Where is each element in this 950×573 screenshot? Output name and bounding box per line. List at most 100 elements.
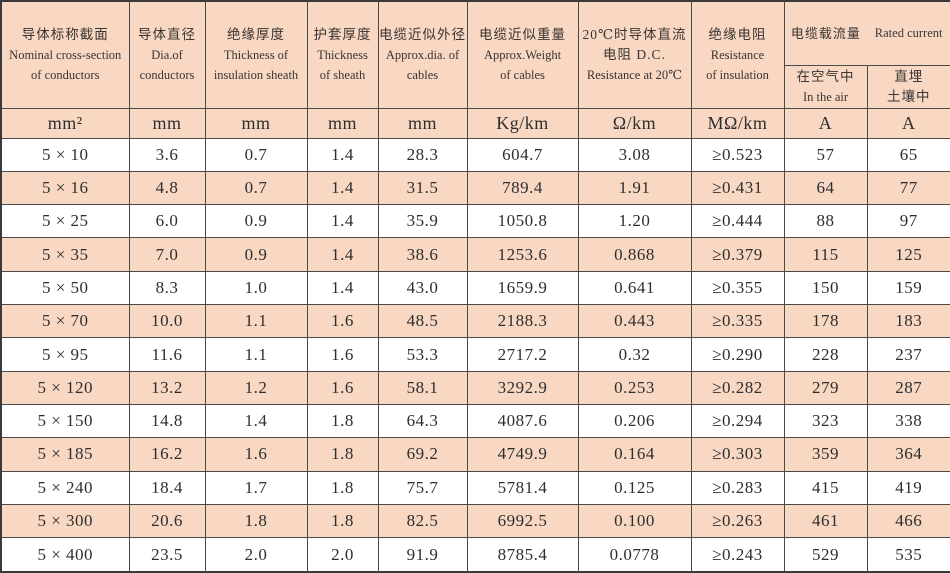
cell-conductor-diameter: 10.0 (128, 304, 206, 339)
cell-current-buried: 364 (866, 437, 950, 472)
header-en-label: Dia.of (151, 47, 183, 62)
cell-insulation-resistance: ≥0.335 (690, 304, 785, 339)
cell-approx-diameter: 31.5 (377, 170, 468, 206)
unit-approx-diameter: mm (377, 107, 468, 139)
cell-nominal-cross-section: 5 × 400 (0, 537, 130, 573)
cell-insulation-thickness: 1.6 (204, 437, 308, 472)
cell-sheath-thickness: 1.6 (306, 337, 379, 372)
header-en-label: Thickness (317, 47, 368, 62)
cell-sheath-thickness: 1.4 (306, 204, 379, 239)
cell-conductor-diameter: 14.8 (128, 403, 206, 439)
rated-current-en: Rated current (874, 25, 943, 40)
cell-current-in-air: 279 (783, 370, 868, 406)
table-row: 5 × 120 13.2 1.2 1.6 58.1 3292.9 0.253 ≥0.282 27… (0, 370, 950, 406)
cell-insulation-thickness: 1.4 (204, 403, 308, 439)
cell-current-in-air: 115 (783, 237, 868, 272)
cell-insulation-resistance: ≥0.303 (690, 437, 785, 472)
cell-approx-diameter: 69.2 (377, 437, 468, 472)
cell-nominal-cross-section: 5 × 185 (0, 437, 130, 472)
cell-insulation-resistance: ≥0.523 (690, 137, 785, 172)
cell-insulation-resistance: ≥0.294 (690, 403, 785, 439)
cell-sheath-thickness: 1.4 (306, 270, 379, 306)
table-row: 5 × 10 3.6 0.7 1.4 28.3 604.7 3.08 ≥0.523 57 65 (0, 137, 950, 172)
cell-current-in-air: 359 (783, 437, 868, 472)
header-conductor-diameter: 导体直径 Dia.of conductors (128, 0, 206, 109)
header-nominal-cross-section: 导体标称截面 Nominal cross-section of conducto… (0, 0, 130, 109)
header-insulation-thickness: 绝缘厚度 Thickness of insulation sheath (204, 0, 308, 109)
cell-approx-diameter: 58.1 (377, 370, 468, 406)
cell-nominal-cross-section: 5 × 70 (0, 304, 130, 339)
cell-approx-weight: 4087.6 (466, 403, 579, 439)
cell-approx-weight: 1659.9 (466, 270, 579, 306)
cell-conductor-diameter: 13.2 (128, 370, 206, 406)
table-row: 5 × 185 16.2 1.6 1.8 69.2 4749.9 0.164 ≥0.303 35… (0, 437, 950, 472)
header-en-label: Resistance at 20℃ (586, 67, 683, 82)
header-zh-label: 导体直径 (138, 26, 196, 42)
table-row: 5 × 50 8.3 1.0 1.4 43.0 1659.9 0.641 ≥0.355 150 1… (0, 270, 950, 306)
cell-dc-resistance: 0.443 (577, 304, 692, 339)
header-en-label: cables (406, 67, 439, 82)
cell-nominal-cross-section: 5 × 50 (0, 270, 130, 306)
cell-insulation-resistance: ≥0.431 (690, 170, 785, 206)
cell-dc-resistance: 0.868 (577, 237, 692, 272)
header-zh-label: 直埋 (894, 68, 924, 84)
header-dc-resistance: 20℃时导体直流 电阻 D.C. Resistance at 20℃ (577, 0, 692, 109)
header-sheath-thickness: 护套厚度 Thickness of sheath (306, 0, 379, 109)
table-row: 5 × 400 23.5 2.0 2.0 91.9 8785.4 0.0778 ≥0.243 5… (0, 537, 950, 573)
cell-sheath-thickness: 1.4 (306, 137, 379, 172)
cell-conductor-diameter: 6.0 (128, 204, 206, 239)
cell-approx-diameter: 53.3 (377, 337, 468, 372)
cell-insulation-resistance: ≥0.355 (690, 270, 785, 306)
cell-current-buried: 97 (866, 204, 950, 239)
header-row-sub: 在空气中 In the air 直埋 土壤中 (1, 64, 950, 109)
cell-sheath-thickness: 1.4 (306, 237, 379, 272)
cell-dc-resistance: 0.32 (577, 337, 692, 372)
cell-nominal-cross-section: 5 × 35 (0, 237, 130, 272)
cell-insulation-resistance: ≥0.263 (690, 503, 785, 539)
cell-conductor-diameter: 3.6 (128, 137, 206, 172)
header-en-label: of conductors (31, 67, 100, 82)
table-header: 导体标称截面 Nominal cross-section of conducto… (0, 0, 950, 139)
cell-current-buried: 287 (866, 370, 950, 406)
cell-insulation-thickness: 2.0 (204, 537, 308, 573)
cell-current-buried: 535 (866, 537, 950, 573)
header-rated-current-group: 电缆载流量 Rated current (783, 0, 950, 66)
header-en-label: insulation sheath (213, 67, 299, 82)
table-row: 5 × 150 14.8 1.4 1.8 64.3 4087.6 0.206 ≥0.294 32… (0, 403, 950, 439)
cell-approx-diameter: 43.0 (377, 270, 468, 306)
cell-current-in-air: 228 (783, 337, 868, 372)
unit-current-buried: A (866, 107, 950, 139)
cell-insulation-resistance: ≥0.283 (690, 470, 785, 505)
cell-insulation-resistance: ≥0.290 (690, 337, 785, 372)
header-zh-label: 电缆近似重量 (479, 26, 566, 42)
cell-insulation-thickness: 0.9 (204, 237, 308, 272)
cell-approx-weight: 2188.3 (466, 304, 579, 339)
unit-insulation-resistance: MΩ/km (690, 107, 785, 139)
header-en-label: Nominal cross-section (9, 47, 122, 62)
table-row: 5 × 35 7.0 0.9 1.4 38.6 1253.6 0.868 ≥0.379 115 1… (0, 237, 950, 272)
table-row: 5 × 300 20.6 1.8 1.8 82.5 6992.5 0.100 ≥0.263 46… (0, 503, 950, 539)
cell-nominal-cross-section: 5 × 16 (0, 170, 130, 206)
cell-approx-weight: 604.7 (466, 137, 579, 172)
cell-insulation-thickness: 1.0 (204, 270, 308, 306)
header-current-in-air: 在空气中 In the air (783, 64, 868, 109)
cell-approx-weight: 1253.6 (466, 237, 579, 272)
cell-current-buried: 237 (866, 337, 950, 372)
table-row: 5 × 95 11.6 1.1 1.6 53.3 2717.2 0.32 ≥0.290 228 2… (0, 337, 950, 372)
cell-conductor-diameter: 20.6 (128, 503, 206, 539)
cell-insulation-thickness: 0.7 (204, 137, 308, 172)
table-row: 5 × 16 4.8 0.7 1.4 31.5 789.4 1.91 ≥0.431 64 77 (0, 170, 950, 206)
cell-dc-resistance: 0.253 (577, 370, 692, 406)
header-zh-label: 电缆近似外径 (379, 26, 466, 42)
cell-dc-resistance: 0.164 (577, 437, 692, 472)
rated-current-group-line: 电缆载流量 Rated current (785, 23, 950, 44)
header-zh-label: 在空气中 (796, 68, 855, 84)
cell-approx-weight: 2717.2 (466, 337, 579, 372)
cell-dc-resistance: 0.100 (577, 503, 692, 539)
cell-current-in-air: 178 (783, 304, 868, 339)
cell-current-buried: 419 (866, 470, 950, 505)
cell-approx-diameter: 82.5 (377, 503, 468, 539)
cell-conductor-diameter: 4.8 (128, 170, 206, 206)
cell-approx-weight: 4749.9 (466, 437, 579, 472)
header-zh-label: 绝缘厚度 (227, 26, 285, 42)
